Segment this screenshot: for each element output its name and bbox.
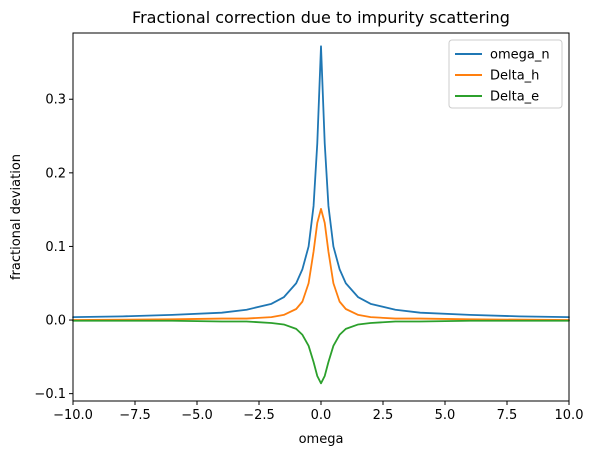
- legend-label-omega-n: omega_n: [490, 48, 550, 63]
- legend-label-delta-h: Delta_h: [490, 69, 539, 84]
- x-axis-ticks: −10.0 −7.5 −5.0 −2.5 0.0 2.5 5.0 7.5 10.0: [53, 401, 583, 423]
- y-tick-label: 0.1: [45, 240, 66, 255]
- series-line-delta-e: [72, 319, 570, 385]
- plot-lines: [72, 45, 570, 385]
- x-axis-label: omega: [299, 432, 344, 447]
- x-tick-label: 10.0: [555, 408, 584, 423]
- x-tick-label: 0.0: [311, 408, 332, 423]
- x-tick-label: −2.5: [243, 408, 275, 423]
- x-tick-label: 7.5: [497, 408, 518, 423]
- y-axis-label: fractional deviation: [9, 154, 24, 280]
- y-tick-label: 0.2: [45, 166, 66, 181]
- legend-label-delta-e: Delta_e: [490, 90, 539, 105]
- legend-items: omega_n Delta_h Delta_e: [455, 48, 550, 105]
- x-tick-label: −10.0: [53, 408, 93, 423]
- y-axis-ticks: −0.1 0.0 0.1 0.2 0.3: [34, 93, 73, 402]
- series-line-delta-h: [72, 208, 570, 321]
- legend-box: [448, 39, 563, 109]
- legend: omega_n Delta_h Delta_e: [448, 39, 563, 109]
- y-tick-label: 0.0: [45, 314, 66, 329]
- chart-title: Fractional correction due to impurity sc…: [132, 8, 510, 27]
- series-line-omega-n: [72, 45, 570, 318]
- x-tick-label: 5.0: [435, 408, 456, 423]
- x-tick-label: −7.5: [119, 408, 151, 423]
- y-tick-label: 0.3: [45, 93, 66, 108]
- x-tick-label: −5.0: [181, 408, 213, 423]
- y-tick-label: −0.1: [34, 387, 66, 402]
- x-tick-label: 2.5: [373, 408, 394, 423]
